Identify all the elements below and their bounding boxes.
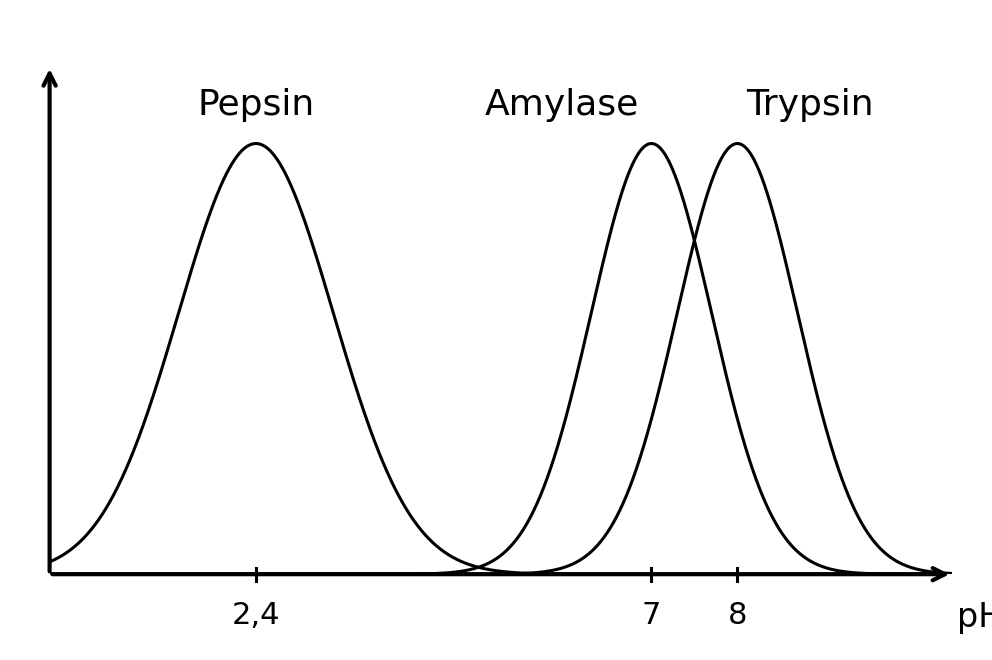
Text: Amylase: Amylase bbox=[484, 88, 639, 122]
Text: 7: 7 bbox=[642, 601, 661, 630]
Text: 2,4: 2,4 bbox=[232, 601, 280, 630]
Text: Pepsin: Pepsin bbox=[197, 88, 314, 122]
Text: 8: 8 bbox=[728, 601, 747, 630]
Text: Trypsin: Trypsin bbox=[746, 88, 874, 122]
Text: pH: pH bbox=[956, 601, 992, 634]
